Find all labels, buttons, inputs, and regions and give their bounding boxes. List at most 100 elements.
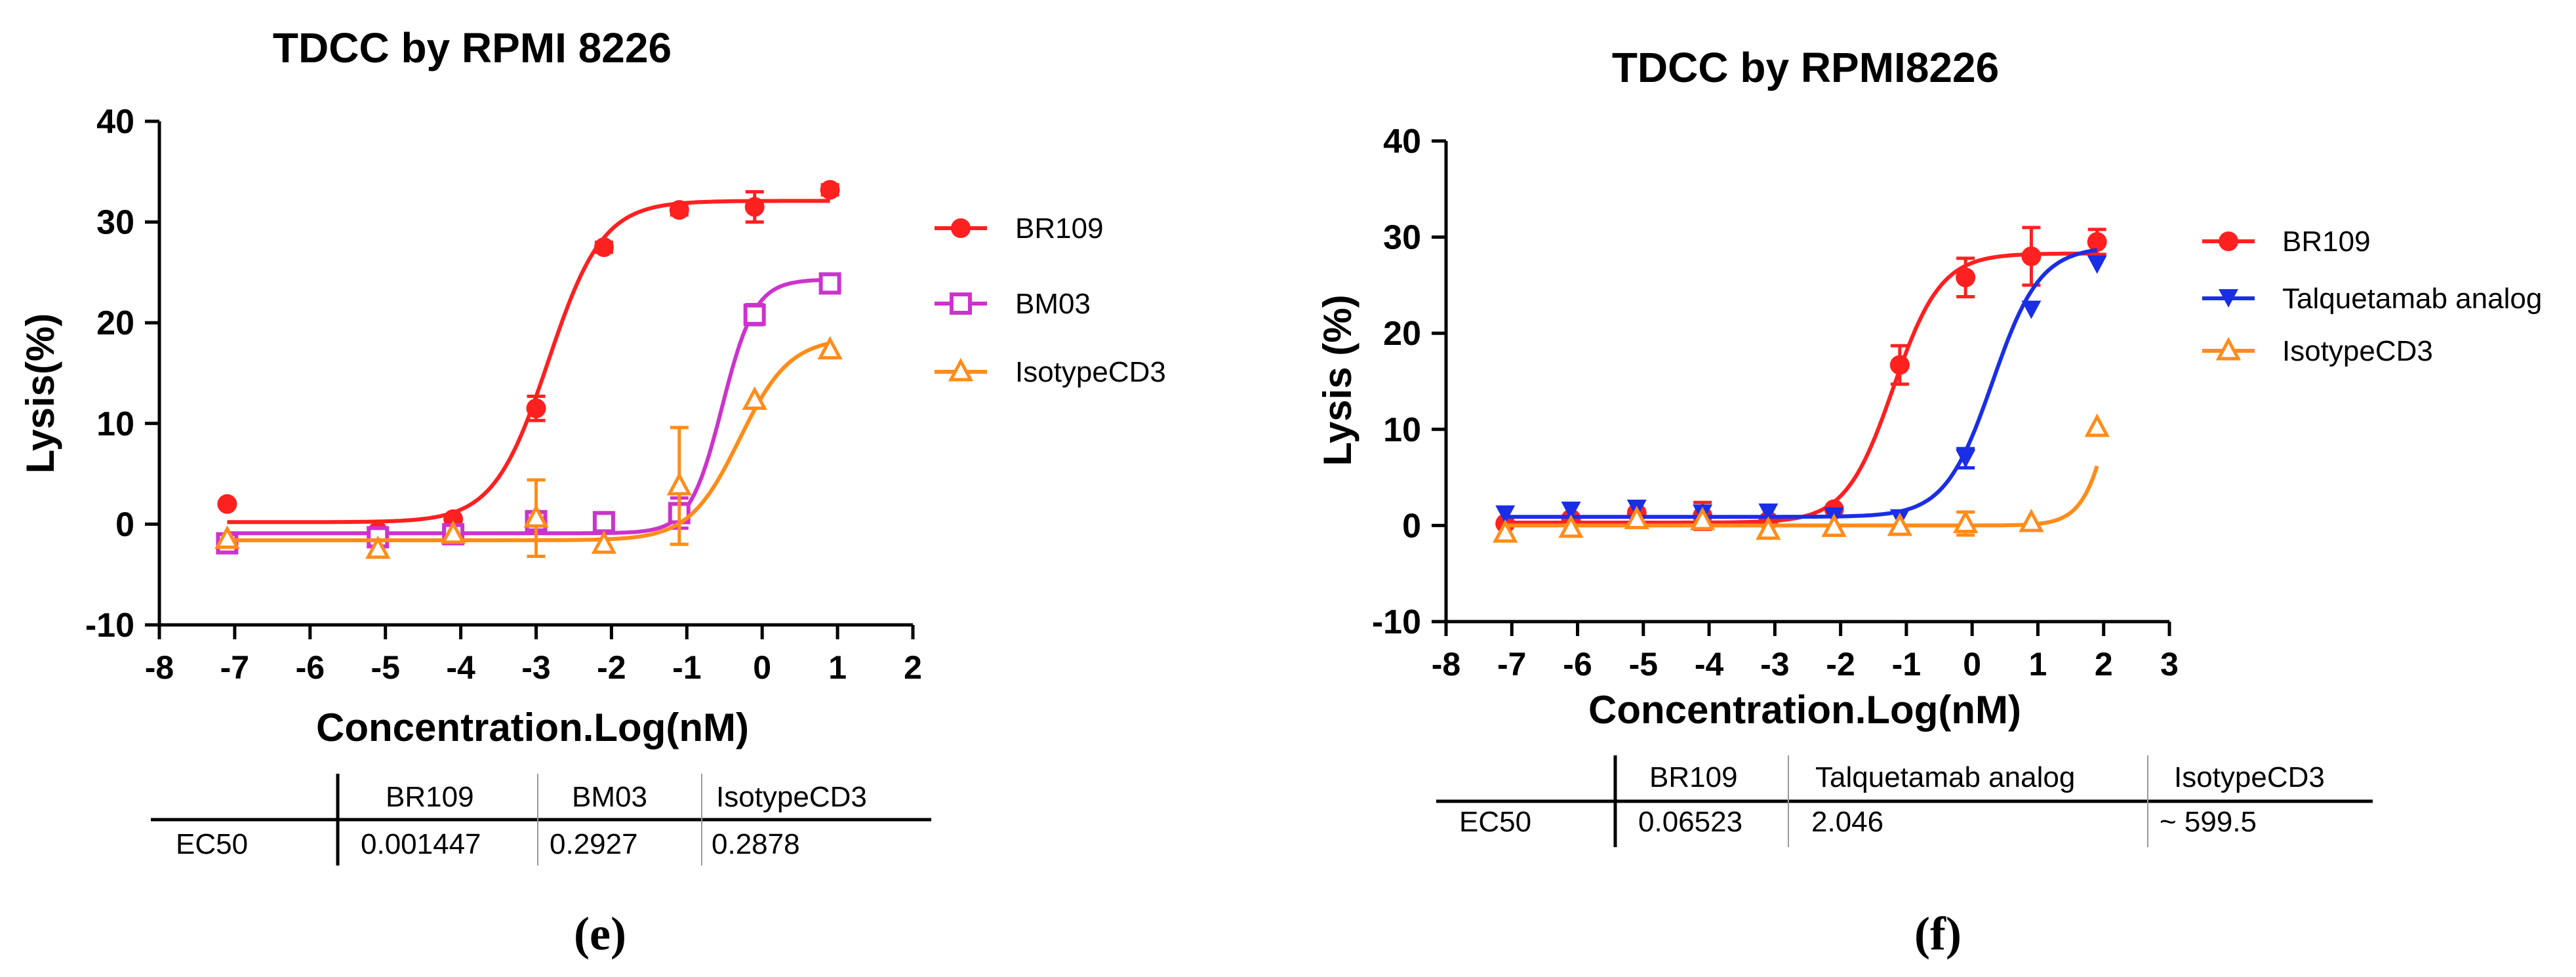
data-point	[743, 303, 766, 326]
x-tick-label: -3	[521, 649, 550, 686]
x-tick-label: -7	[220, 649, 249, 686]
data-point	[523, 504, 549, 528]
data-point	[744, 197, 765, 217]
chart-title: TDCC by RPMI8226	[1612, 44, 1999, 91]
y-tick-label: 0	[1402, 507, 1421, 545]
legend-marker	[948, 357, 974, 382]
table-header: Talquetamab analog	[1815, 761, 2075, 793]
fit-curve	[1505, 465, 2099, 528]
data-point	[1821, 513, 1847, 537]
fit-curve	[1505, 248, 2098, 519]
x-tick-label: 2	[904, 649, 922, 686]
data-point	[217, 494, 237, 514]
data-point	[2021, 246, 2042, 266]
table-header: BM03	[572, 781, 647, 813]
y-axis-label: Lysis (%)	[1316, 294, 1359, 466]
legend-label: BR109	[1015, 212, 1104, 245]
table-cell: 0.2878	[712, 828, 800, 860]
data-point	[1887, 512, 1913, 536]
table-header: IsotypeCD3	[716, 781, 867, 813]
table-row-label: EC50	[1459, 806, 1531, 838]
data-point	[2087, 231, 2107, 252]
y-tick-label: 20	[96, 304, 134, 342]
panel-label: (e)	[574, 907, 626, 960]
data-point	[742, 386, 767, 410]
x-tick-label: 1	[828, 649, 847, 686]
table-cell: 0.06523	[1638, 806, 1742, 838]
ec50-table: BR109 Talquetamab analog IsotypeCD3 EC50…	[1436, 755, 2373, 847]
legend-label: BR109	[2282, 226, 2371, 258]
x-tick-label: -5	[1629, 646, 1658, 683]
data-point	[594, 237, 614, 257]
x-tick-label: 1	[2029, 646, 2047, 683]
data-point	[1758, 503, 1779, 522]
legend: BR109 Talquetamab analog IsotypeCD3	[2202, 226, 2542, 367]
data-point	[1956, 449, 1976, 468]
y-tick-label: 40	[96, 103, 134, 141]
y-tick-label: 0	[115, 506, 134, 544]
legend-entry-bm03: BM03	[935, 288, 1091, 320]
data-point	[214, 525, 240, 549]
x-tick-label: -5	[371, 649, 399, 686]
table-row-label: EC50	[176, 828, 248, 860]
y-tick-label: -10	[1372, 603, 1421, 641]
table-header: IsotypeCD3	[2174, 761, 2325, 793]
data-point	[2084, 413, 2110, 437]
series-isotypecd3	[1493, 413, 2110, 543]
x-tick-label: -1	[672, 649, 701, 686]
data-point	[526, 398, 546, 418]
x-tick-label: -7	[1497, 646, 1526, 683]
ec50-table: BR109 BM03 IsotypeCD3 EC50 0.001447 0.29…	[151, 774, 931, 866]
series-br109	[1495, 226, 2107, 534]
data-point	[2021, 300, 2042, 319]
x-tick-label: 0	[1963, 646, 1981, 683]
plot-area	[1493, 226, 2110, 543]
y-axis-label: Lysis(%)	[18, 313, 62, 474]
data-point	[666, 471, 692, 496]
data-point	[669, 200, 689, 220]
data-point	[591, 530, 617, 554]
y-tick-label: 10	[96, 405, 134, 443]
y-tick-label: 30	[1383, 219, 1421, 257]
data-point	[440, 520, 466, 544]
x-tick-label: -4	[1695, 646, 1724, 683]
x-tick-label: -8	[1432, 646, 1460, 683]
legend-entry-isotypecd3: IsotypeCD3	[935, 356, 1166, 388]
series-isotypecd3	[214, 336, 843, 559]
x-axis-label: Concentration.Log(nM)	[316, 706, 749, 749]
legend-entry-br109: BR109	[935, 212, 1104, 245]
x-tick-label: -6	[296, 649, 325, 686]
legend-entry-isotypecd3: IsotypeCD3	[2202, 335, 2433, 367]
fit-curve	[227, 199, 830, 525]
data-point	[1756, 516, 1781, 540]
legend-label: IsotypeCD3	[2282, 335, 2433, 367]
data-point	[1561, 501, 1581, 520]
table-header: BR109	[1649, 761, 1738, 793]
x-tick-label: -4	[446, 649, 475, 686]
x-tick-label: 3	[2160, 646, 2179, 683]
data-point	[1889, 355, 1910, 375]
data-point	[1495, 505, 1516, 524]
fit-curve	[227, 341, 831, 542]
data-point	[592, 511, 615, 534]
data-point	[1558, 514, 1584, 538]
legend-label: Talquetamab analog	[2282, 283, 2542, 315]
data-point	[1689, 506, 1716, 530]
x-tick-label: 2	[2095, 646, 2113, 683]
fit-curve	[227, 277, 830, 536]
plot-area	[214, 180, 843, 559]
data-point	[820, 180, 840, 200]
x-tick-label: 0	[753, 649, 771, 686]
x-tick-label: -2	[1826, 646, 1855, 683]
legend-entry-talquetamab-analog: Talquetamab analog	[2202, 283, 2542, 315]
table-cell: 0.001447	[361, 828, 481, 860]
panel-label: (f)	[1914, 907, 1962, 960]
y-tick-label: 10	[1383, 411, 1421, 449]
x-tick-label: -3	[1760, 646, 1789, 683]
table-cell: 0.2927	[550, 828, 638, 860]
legend-marker	[951, 218, 971, 238]
data-point	[1493, 519, 1518, 543]
y-tick-label: 40	[1383, 123, 1421, 161]
